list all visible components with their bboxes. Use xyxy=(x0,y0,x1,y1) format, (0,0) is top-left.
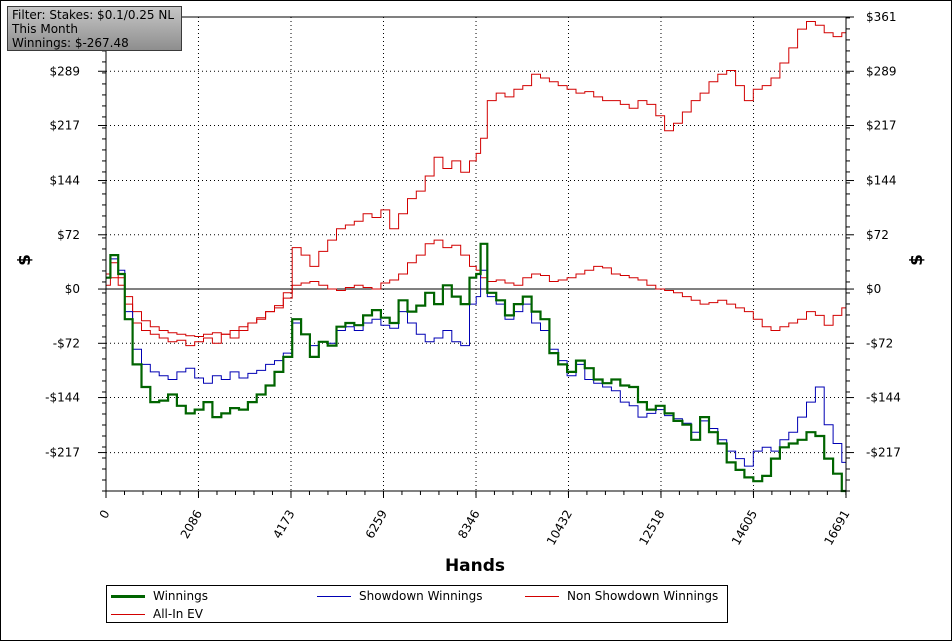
filter-info-box: Filter: Stakes: $0.1/0.25 NL This Month … xyxy=(7,6,182,51)
y-tick-label-right: -$72 xyxy=(866,336,893,350)
y-axis-title-right: $ xyxy=(907,254,927,266)
legend-swatch-non-showdown xyxy=(525,595,559,597)
y-tick-label-left: $72 xyxy=(57,228,80,242)
y-tick-label-right: -$144 xyxy=(866,391,901,405)
legend-item-winnings: Winnings xyxy=(111,588,208,604)
plot-border xyxy=(105,16,847,492)
y-tick-label-left: $289 xyxy=(49,64,80,78)
legend: Winnings Showdown Winnings Non Showdown … xyxy=(106,585,728,623)
x-tick-label: 14605 xyxy=(729,508,760,548)
plot-lines xyxy=(106,21,846,493)
legend-item-allin-ev: All-In EV xyxy=(111,606,203,622)
x-axis-title: Hands xyxy=(445,556,505,576)
legend-swatch-winnings xyxy=(111,594,145,598)
legend-item-non-showdown: Non Showdown Winnings xyxy=(525,588,718,604)
y-tick-label-right: $0 xyxy=(866,282,881,296)
x-tick-label: 16691 xyxy=(821,508,852,548)
y-tick-label-right: $144 xyxy=(866,174,897,188)
y-tick-label-right: $361 xyxy=(866,10,897,24)
legend-label-allin-ev: All-In EV xyxy=(153,607,203,621)
y-tick-label-right: $289 xyxy=(866,64,897,78)
legend-label-winnings: Winnings xyxy=(153,589,208,603)
series-showdown-winnings xyxy=(106,258,846,467)
x-tick-label: 4173 xyxy=(270,508,297,541)
grid xyxy=(106,16,846,491)
legend-swatch-showdown xyxy=(317,595,351,597)
series-winnings xyxy=(106,242,846,493)
x-tick-label: 0 xyxy=(97,508,113,522)
x-tick-label: 8346 xyxy=(455,508,482,541)
y-tick-label-right: $72 xyxy=(866,228,889,242)
y-tick-label-left: -$217 xyxy=(45,446,80,460)
y-tick-label-left: -$144 xyxy=(45,391,80,405)
x-tick-label: 6259 xyxy=(363,508,390,541)
filter-stakes-text: Filter: Stakes: $0.1/0.25 NL xyxy=(12,8,175,22)
y-tick-label-right: -$217 xyxy=(866,446,901,460)
x-tick-label: 10432 xyxy=(544,508,575,548)
legend-label-showdown: Showdown Winnings xyxy=(359,589,483,603)
y-tick-label-left: $0 xyxy=(65,282,80,296)
legend-item-showdown: Showdown Winnings xyxy=(317,588,483,604)
y-tick-label-left: $217 xyxy=(49,119,80,133)
series-non-showdown-winnings xyxy=(106,239,846,337)
filter-period-text: This Month xyxy=(12,22,78,36)
x-tick-label: 2086 xyxy=(178,508,205,541)
y-tick-label-left: -$72 xyxy=(53,336,80,350)
x-tick-label: 12518 xyxy=(636,508,667,548)
y-axis-title-left: $ xyxy=(15,254,35,266)
filter-winnings-text: Winnings: $-267.48 xyxy=(12,36,129,50)
legend-swatch-allin-ev xyxy=(111,613,145,615)
y-tick-label-right: $217 xyxy=(866,119,897,133)
y-tick-label-left: $144 xyxy=(49,174,80,188)
legend-label-non-showdown: Non Showdown Winnings xyxy=(567,589,719,603)
